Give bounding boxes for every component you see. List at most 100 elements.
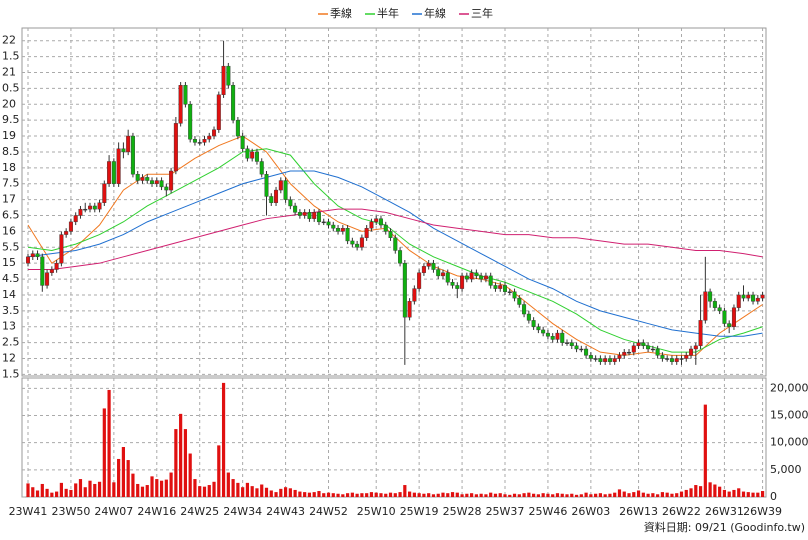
- footer: 資料日期: 09/21 (Goodinfo.tw): [644, 520, 805, 534]
- volume-bar: [107, 389, 111, 497]
- volume-bar: [698, 486, 703, 497]
- volume-bar: [64, 488, 68, 497]
- candle-body: [293, 205, 298, 213]
- volume-bar: [417, 493, 421, 497]
- candle-body: [631, 345, 636, 353]
- candle-body: [650, 348, 655, 351]
- candle-body: [445, 272, 450, 283]
- candle-body: [560, 332, 565, 343]
- candle-body: [116, 148, 121, 184]
- candle-body: [503, 285, 508, 292]
- volume-bar: [217, 445, 221, 497]
- candle-body: [469, 272, 474, 280]
- volume-bar: [198, 486, 202, 497]
- volume-bar: [159, 480, 164, 497]
- volume-bar: [608, 493, 612, 497]
- candle-body: [746, 294, 751, 299]
- volume-bar: [603, 494, 607, 497]
- volume-bar: [541, 493, 545, 497]
- candle-body: [154, 180, 159, 184]
- candle-body: [674, 358, 679, 362]
- candle-body: [736, 294, 741, 308]
- candle-body: [393, 237, 398, 251]
- candle-body: [588, 355, 593, 359]
- y-tick-label: 6.5: [2, 209, 20, 222]
- volume-bar: [570, 493, 574, 497]
- candle-body: [741, 294, 746, 299]
- volume-bar: [403, 485, 407, 497]
- volume-bar: [83, 487, 87, 497]
- candle-body: [202, 139, 207, 143]
- candle-body: [59, 234, 64, 264]
- volume-bar: [450, 492, 455, 497]
- y-tick-label: 9.5: [2, 113, 20, 126]
- candle-body: [68, 221, 73, 232]
- volume-bar: [283, 487, 288, 497]
- y-tick-label: 0.5: [2, 81, 20, 94]
- candle-body: [316, 212, 321, 223]
- candle-body: [54, 262, 59, 270]
- candle-body: [646, 345, 651, 350]
- volume-bar: [221, 382, 226, 497]
- volume-bar: [398, 492, 402, 497]
- volume-bar: [598, 493, 602, 497]
- volume-bar: [345, 493, 350, 497]
- volume-bar: [293, 489, 297, 497]
- volume-bar: [479, 493, 483, 497]
- legend-label: 三年: [471, 6, 493, 20]
- volume-bar: [656, 494, 660, 497]
- candle-body: [159, 180, 164, 188]
- candle-body: [235, 119, 240, 137]
- legend-label: 年線: [424, 6, 446, 20]
- candle-body: [35, 253, 40, 258]
- volume-bar: [231, 479, 235, 497]
- volume-bar: [474, 494, 478, 497]
- volume-bar: [641, 492, 645, 497]
- candle-body: [49, 269, 54, 273]
- volume-bar: [31, 487, 35, 497]
- candle-body: [450, 282, 455, 286]
- volume-bar: [579, 494, 583, 497]
- candle-body: [731, 307, 736, 327]
- y-tick-label: 17: [2, 193, 16, 206]
- y-tick-label: 15: [2, 256, 16, 269]
- candle-body: [593, 358, 598, 360]
- x-tick-label: 26W22: [662, 505, 701, 518]
- y-tick-label: 0: [770, 490, 777, 503]
- volume-bar: [536, 494, 540, 497]
- candle-body: [26, 256, 31, 264]
- candle-body: [417, 272, 422, 289]
- candle-body: [254, 151, 259, 162]
- volume-bar: [121, 447, 125, 497]
- candle-body: [598, 358, 603, 362]
- candle-body: [245, 148, 250, 159]
- candle-body: [283, 180, 288, 200]
- volume-bar: [746, 492, 750, 497]
- volume-bar: [188, 453, 192, 497]
- candle-body: [522, 304, 527, 315]
- volume-bar: [527, 492, 531, 497]
- candle-body: [708, 291, 713, 302]
- candle-body: [488, 275, 493, 286]
- x-tick-label: 24W25: [180, 505, 219, 518]
- candle-body: [703, 291, 708, 321]
- candle-body: [641, 342, 646, 347]
- volume-bar: [303, 492, 307, 497]
- candle-body: [483, 275, 488, 280]
- candle-body: [169, 170, 174, 191]
- y-tick-label: 15,000: [770, 408, 808, 421]
- candle-body: [555, 332, 560, 340]
- candle-body: [655, 348, 660, 356]
- candle-body: [226, 65, 231, 86]
- y-tick-label: 5.5: [2, 240, 20, 253]
- y-tick-label: 4.5: [2, 272, 20, 285]
- candle-body: [569, 342, 574, 347]
- volume-bar: [503, 494, 507, 497]
- volume-bar: [517, 494, 521, 497]
- candle-body: [660, 355, 665, 359]
- candle-body: [259, 161, 264, 175]
- candle-body: [536, 326, 541, 331]
- volume-bar: [102, 408, 106, 497]
- candle-body: [121, 148, 126, 153]
